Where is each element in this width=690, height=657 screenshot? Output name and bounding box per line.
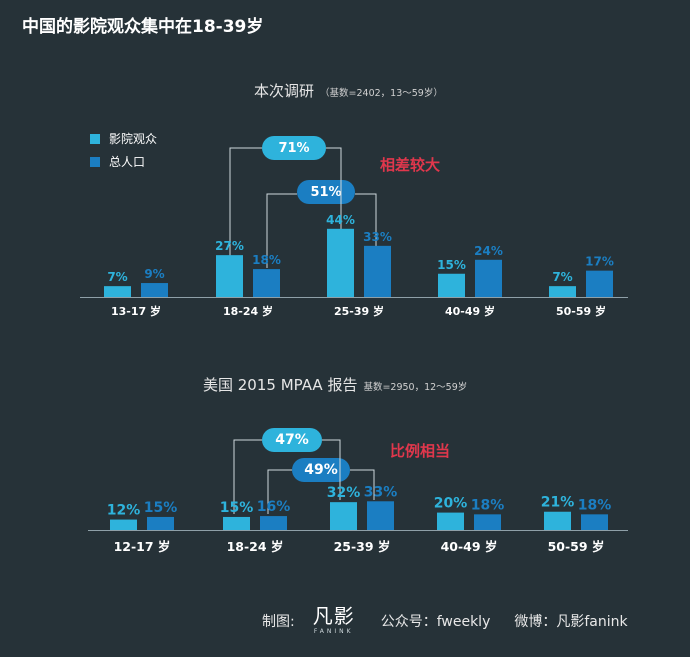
chart2-title-row: 美国 2015 MPAA 报告 基数=2950，12～59岁 bbox=[203, 374, 467, 395]
bar-value-label: 7% bbox=[107, 270, 127, 284]
brand-logo: 凡影 FANINK bbox=[313, 606, 355, 635]
footer-made-by: 制图: bbox=[262, 613, 295, 630]
bar-theater bbox=[330, 502, 357, 530]
bar-value-label: 20% bbox=[434, 496, 468, 512]
bar-value-label: 12% bbox=[107, 503, 141, 519]
legend-item-theater: 影院观众 bbox=[90, 130, 157, 147]
bar-population bbox=[474, 514, 501, 530]
bar-value-label: 9% bbox=[144, 267, 164, 281]
chart1-title-row: 本次调研 （基数=2402，13～59岁） bbox=[254, 80, 443, 101]
category-label: 12-17 岁 bbox=[114, 539, 171, 554]
chart1-subtitle: （基数=2402，13～59岁） bbox=[320, 88, 443, 99]
bar-value-label: 18% bbox=[578, 497, 612, 513]
chart2-bracket-population bbox=[267, 469, 375, 514]
legend: 影院观众 总人口 bbox=[90, 130, 157, 170]
chart1-note: 相差较大 bbox=[380, 156, 441, 174]
chart2-subtitle: 基数=2950，12～59岁 bbox=[363, 382, 468, 393]
category-label: 40-49 岁 bbox=[445, 304, 495, 318]
footer-wechat: 公众号：fweekly bbox=[380, 613, 491, 630]
bar-theater bbox=[549, 286, 576, 297]
chart1-bracket-theater bbox=[229, 147, 342, 256]
category-label: 25-39 岁 bbox=[334, 539, 391, 554]
bar-population bbox=[147, 516, 174, 530]
bar-theater bbox=[216, 255, 243, 297]
bar-population bbox=[367, 501, 394, 530]
legend-label-theater: 影院观众 bbox=[109, 132, 158, 146]
bar-theater bbox=[544, 511, 571, 530]
bar-value-label: 17% bbox=[585, 255, 614, 269]
category-label: 50-59 岁 bbox=[556, 304, 606, 318]
bar-population bbox=[475, 259, 502, 297]
category-label: 25-39 岁 bbox=[334, 304, 384, 318]
legend-label-population: 总人口 bbox=[109, 155, 146, 169]
chart2-note: 比例相当 bbox=[390, 442, 451, 460]
bar-value-label: 21% bbox=[541, 495, 575, 511]
category-label: 13-17 岁 bbox=[111, 304, 161, 318]
chart2-bracket-theater bbox=[233, 439, 341, 514]
bar-value-label: 44% bbox=[326, 213, 355, 227]
bar-value-label: 18% bbox=[471, 497, 505, 513]
bar-value-label: 15% bbox=[437, 258, 466, 272]
bar-theater bbox=[438, 273, 465, 297]
bar-theater bbox=[327, 228, 354, 297]
legend-item-population: 总人口 bbox=[90, 153, 157, 170]
bar-value-label: 18% bbox=[252, 253, 281, 267]
logo-text: 凡影 bbox=[312, 604, 355, 628]
page-title: 中国的影院观众集中在18-39岁 bbox=[22, 17, 264, 37]
chart1-pill-population-share: 51% bbox=[297, 180, 355, 204]
bars-layer: 7% 9% 13-17 岁 27% 18% 18-24 岁 44% 33% 25-39 岁 15%… bbox=[80, 213, 628, 554]
bar-population bbox=[586, 270, 613, 297]
bar-population bbox=[581, 514, 608, 530]
chart2-plot: 12% 15%12-17 岁15% 16%18-24 岁32% 33%25-39 岁2… bbox=[88, 484, 628, 554]
bar-value-label: 27% bbox=[215, 239, 244, 253]
bar-theater bbox=[104, 286, 131, 297]
bar-value-label: 15% bbox=[220, 500, 254, 516]
logo-subtext: FANINK bbox=[313, 628, 354, 635]
bar-theater bbox=[437, 512, 464, 530]
bar-value-label: 33% bbox=[363, 230, 392, 244]
bar-value-label: 7% bbox=[552, 270, 572, 284]
bar-value-label: 15% bbox=[144, 500, 178, 516]
footer: 制图: 凡影 FANINK 公众号：fweekly 微博：凡影fanink bbox=[262, 606, 628, 635]
category-label: 40-49 岁 bbox=[441, 539, 498, 554]
chart2-pill-theater-share: 47% bbox=[262, 428, 322, 452]
category-label: 18-24 岁 bbox=[223, 304, 273, 318]
bar-population bbox=[253, 269, 280, 297]
chart2-title: 美国 2015 MPAA 报告 bbox=[203, 376, 358, 394]
bar-value-label: 16% bbox=[257, 499, 291, 515]
chart1-pill-theater-share: 71% bbox=[262, 136, 326, 160]
chart1-title: 本次调研 bbox=[254, 82, 315, 100]
chart1-bracket-population bbox=[266, 193, 377, 268]
bar-population bbox=[364, 245, 391, 297]
chart1-plot: 7% 9% 13-17 岁 27% 18% 18-24 岁 44% 33% 25-39 岁 15%… bbox=[80, 213, 628, 318]
bar-population bbox=[260, 516, 287, 530]
legend-swatch-population bbox=[90, 156, 100, 167]
footer-weibo: 微博：凡影fanink bbox=[514, 613, 628, 630]
bar-population bbox=[141, 283, 168, 297]
category-label: 50-59 岁 bbox=[548, 539, 605, 554]
category-label: 18-24 岁 bbox=[227, 539, 284, 554]
bar-theater bbox=[223, 516, 250, 530]
bar-value-label: 33% bbox=[364, 484, 398, 500]
bar-value-label: 32% bbox=[327, 485, 361, 501]
legend-swatch-theater bbox=[90, 133, 100, 144]
bar-theater bbox=[110, 519, 137, 530]
bar-value-label: 24% bbox=[474, 244, 503, 258]
